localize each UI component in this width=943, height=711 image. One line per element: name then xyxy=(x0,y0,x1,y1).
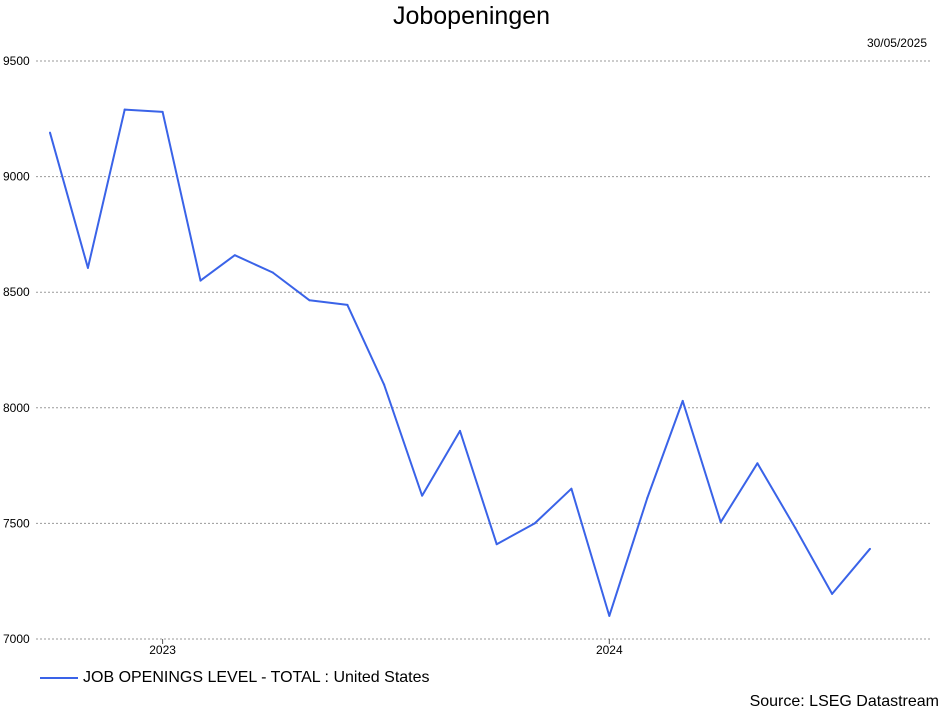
data-point xyxy=(233,254,236,257)
chart-date: 30/05/2025 xyxy=(866,36,927,50)
y-tick-label: 9000 xyxy=(3,170,30,184)
data-point xyxy=(383,383,386,386)
data-point xyxy=(199,279,202,282)
data-point xyxy=(421,494,424,497)
data-point xyxy=(86,266,89,269)
data-point xyxy=(756,462,759,465)
legend-label: JOB OPENINGS LEVEL - TOTAL : United Stat… xyxy=(83,669,430,686)
x-tick-label: 2024 xyxy=(596,643,623,657)
data-point xyxy=(49,131,51,134)
data-point xyxy=(123,108,126,111)
y-tick-label: 8500 xyxy=(3,285,30,299)
data-point xyxy=(308,299,311,302)
data-point xyxy=(608,614,611,617)
data-point xyxy=(869,547,871,550)
source-note: Source: LSEG Datastream xyxy=(749,693,939,710)
y-axis: 7000 7500 8000 8500 9000 9500 xyxy=(3,54,30,646)
gridlines xyxy=(36,60,930,640)
data-point xyxy=(346,303,349,306)
y-tick-label: 8000 xyxy=(3,401,30,415)
x-tick-label: 2023 xyxy=(149,643,176,657)
legend-swatch xyxy=(40,677,78,679)
data-point xyxy=(271,271,274,274)
legend: JOB OPENINGS LEVEL - TOTAL : United Stat… xyxy=(40,669,430,687)
y-tick-label: 7500 xyxy=(3,516,30,530)
data-point xyxy=(495,543,498,546)
series-lines xyxy=(49,108,871,617)
series-line xyxy=(49,108,871,617)
y-tick-label: 9500 xyxy=(3,54,30,68)
data-point xyxy=(459,429,461,432)
chart-title: Jobopeningen xyxy=(392,2,551,30)
data-point xyxy=(719,521,722,524)
data-point xyxy=(681,399,684,402)
data-point xyxy=(794,527,797,530)
data-point xyxy=(533,522,536,525)
data-point xyxy=(646,496,649,499)
data-point xyxy=(831,592,834,595)
y-tick-label: 7000 xyxy=(3,632,30,646)
data-point xyxy=(161,110,164,113)
x-axis: 202320242025 xyxy=(149,639,623,657)
data-point xyxy=(570,487,573,490)
